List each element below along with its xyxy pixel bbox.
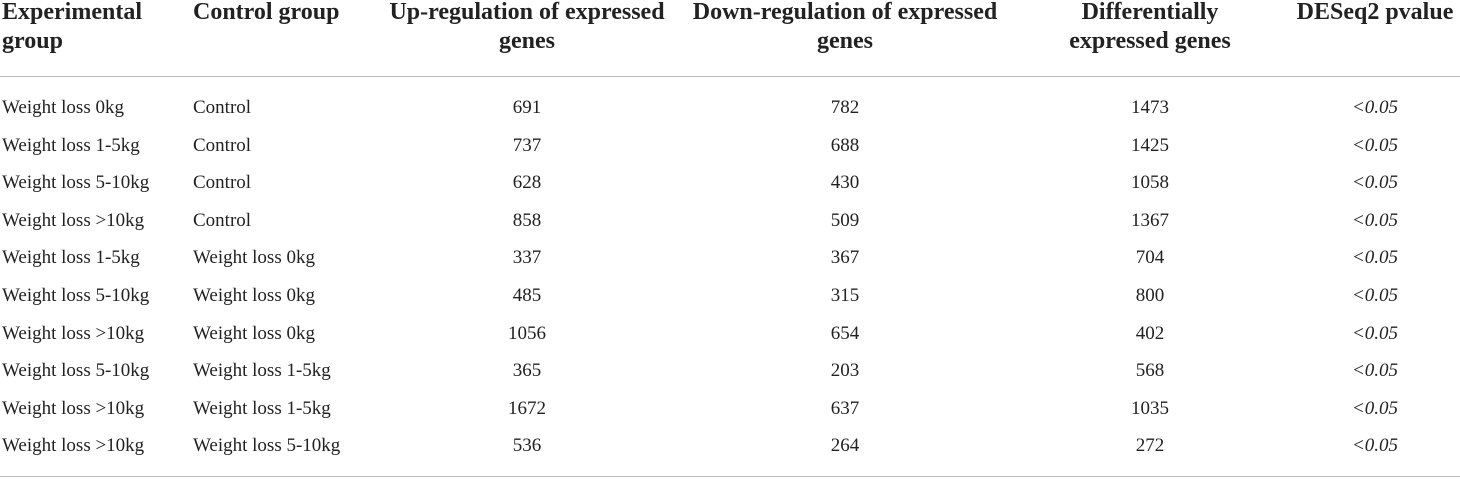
- table-cell: <0.05: [1351, 209, 1399, 231]
- table-cell: 1367: [1131, 209, 1169, 231]
- table-cell: Weight loss 1-5kg: [193, 360, 331, 382]
- column-header: Control group: [193, 0, 340, 25]
- table-cell: 704: [1135, 247, 1165, 269]
- table-cell: <0.05: [1351, 322, 1399, 344]
- table-cell: <0.05: [1351, 285, 1399, 306]
- table-cell: <0.05: [1351, 97, 1399, 118]
- table-cell: Weight loss 5-10kg: [2, 360, 150, 382]
- table-cell: 509: [830, 209, 860, 231]
- table-cell: 637: [830, 397, 860, 419]
- table-cell: Weight loss >10kg: [2, 397, 145, 419]
- table-cell: Control: [193, 134, 252, 156]
- table-cell: 1425: [1131, 134, 1169, 156]
- table-cell: Weight loss >10kg: [2, 322, 145, 344]
- table-cell: 568: [1135, 360, 1165, 382]
- table-cell: 367: [830, 247, 860, 269]
- table-cell: Weight loss 5-10kg: [193, 435, 341, 457]
- column-header: Differentially expressed genes: [1069, 0, 1231, 54]
- column-header: Up-regulation of expressed genes: [389, 0, 665, 54]
- table-cell: Control: [193, 172, 252, 194]
- header-rule: [0, 76, 1460, 77]
- table-cell: 1035: [1131, 397, 1169, 419]
- table-cell: <0.05: [1351, 134, 1399, 156]
- table-cell: 1473: [1131, 97, 1169, 118]
- table-cell: Weight loss 5-10kg: [2, 172, 150, 194]
- table-cell: 654: [830, 322, 860, 344]
- table-cell: Weight loss 0kg: [2, 97, 124, 118]
- table-cell: 272: [1135, 435, 1165, 457]
- column-header: Experimental group: [2, 0, 142, 54]
- bottom-rule: [0, 476, 1460, 477]
- table-cell: Weight loss 1-5kg: [193, 397, 331, 419]
- table-cell: 1056: [508, 322, 546, 344]
- table-cell: 628: [512, 172, 542, 194]
- table-cell: Weight loss 0kg: [193, 322, 315, 344]
- table-cell: 337: [512, 247, 542, 269]
- table-cell: 800: [1135, 285, 1165, 306]
- table-cell: <0.05: [1351, 172, 1399, 194]
- table-cell: 858: [512, 209, 542, 231]
- table-cell: Control: [193, 97, 252, 118]
- table-cell: 536: [512, 435, 542, 457]
- table-cell: 402: [1135, 322, 1165, 344]
- column-header: Down-regulation of expressed genes: [692, 0, 998, 54]
- table-cell: <0.05: [1351, 247, 1399, 269]
- table-cell: 1672: [508, 397, 546, 419]
- table-cell: <0.05: [1351, 435, 1399, 457]
- table-cell: Weight loss 1-5kg: [2, 247, 140, 269]
- table-cell: 203: [830, 360, 860, 382]
- column-header: DESeq2 pvalue: [1296, 0, 1454, 25]
- table-cell: Weight loss 5-10kg: [2, 285, 150, 306]
- table-cell: Weight loss 1-5kg: [2, 134, 140, 156]
- table-cell: 365: [512, 360, 542, 382]
- table-cell: Weight loss >10kg: [2, 435, 145, 457]
- table-cell: 485: [512, 285, 542, 306]
- table-cell: Weight loss 0kg: [193, 247, 315, 269]
- table-cell: 430: [830, 172, 860, 194]
- table-cell: 782: [830, 97, 860, 118]
- table-cell: Weight loss >10kg: [2, 209, 145, 231]
- table-cell: 691: [512, 97, 542, 118]
- table-cell: Weight loss 0kg: [193, 285, 315, 306]
- table-cell: 264: [830, 435, 860, 457]
- table-cell: 688: [830, 134, 860, 156]
- table-cell: <0.05: [1351, 397, 1399, 419]
- table-cell: 1058: [1131, 172, 1169, 194]
- table-cell: Control: [193, 209, 252, 231]
- table-cell: 315: [830, 285, 860, 306]
- table-cell: 737: [512, 134, 542, 156]
- table-cell: <0.05: [1351, 360, 1399, 382]
